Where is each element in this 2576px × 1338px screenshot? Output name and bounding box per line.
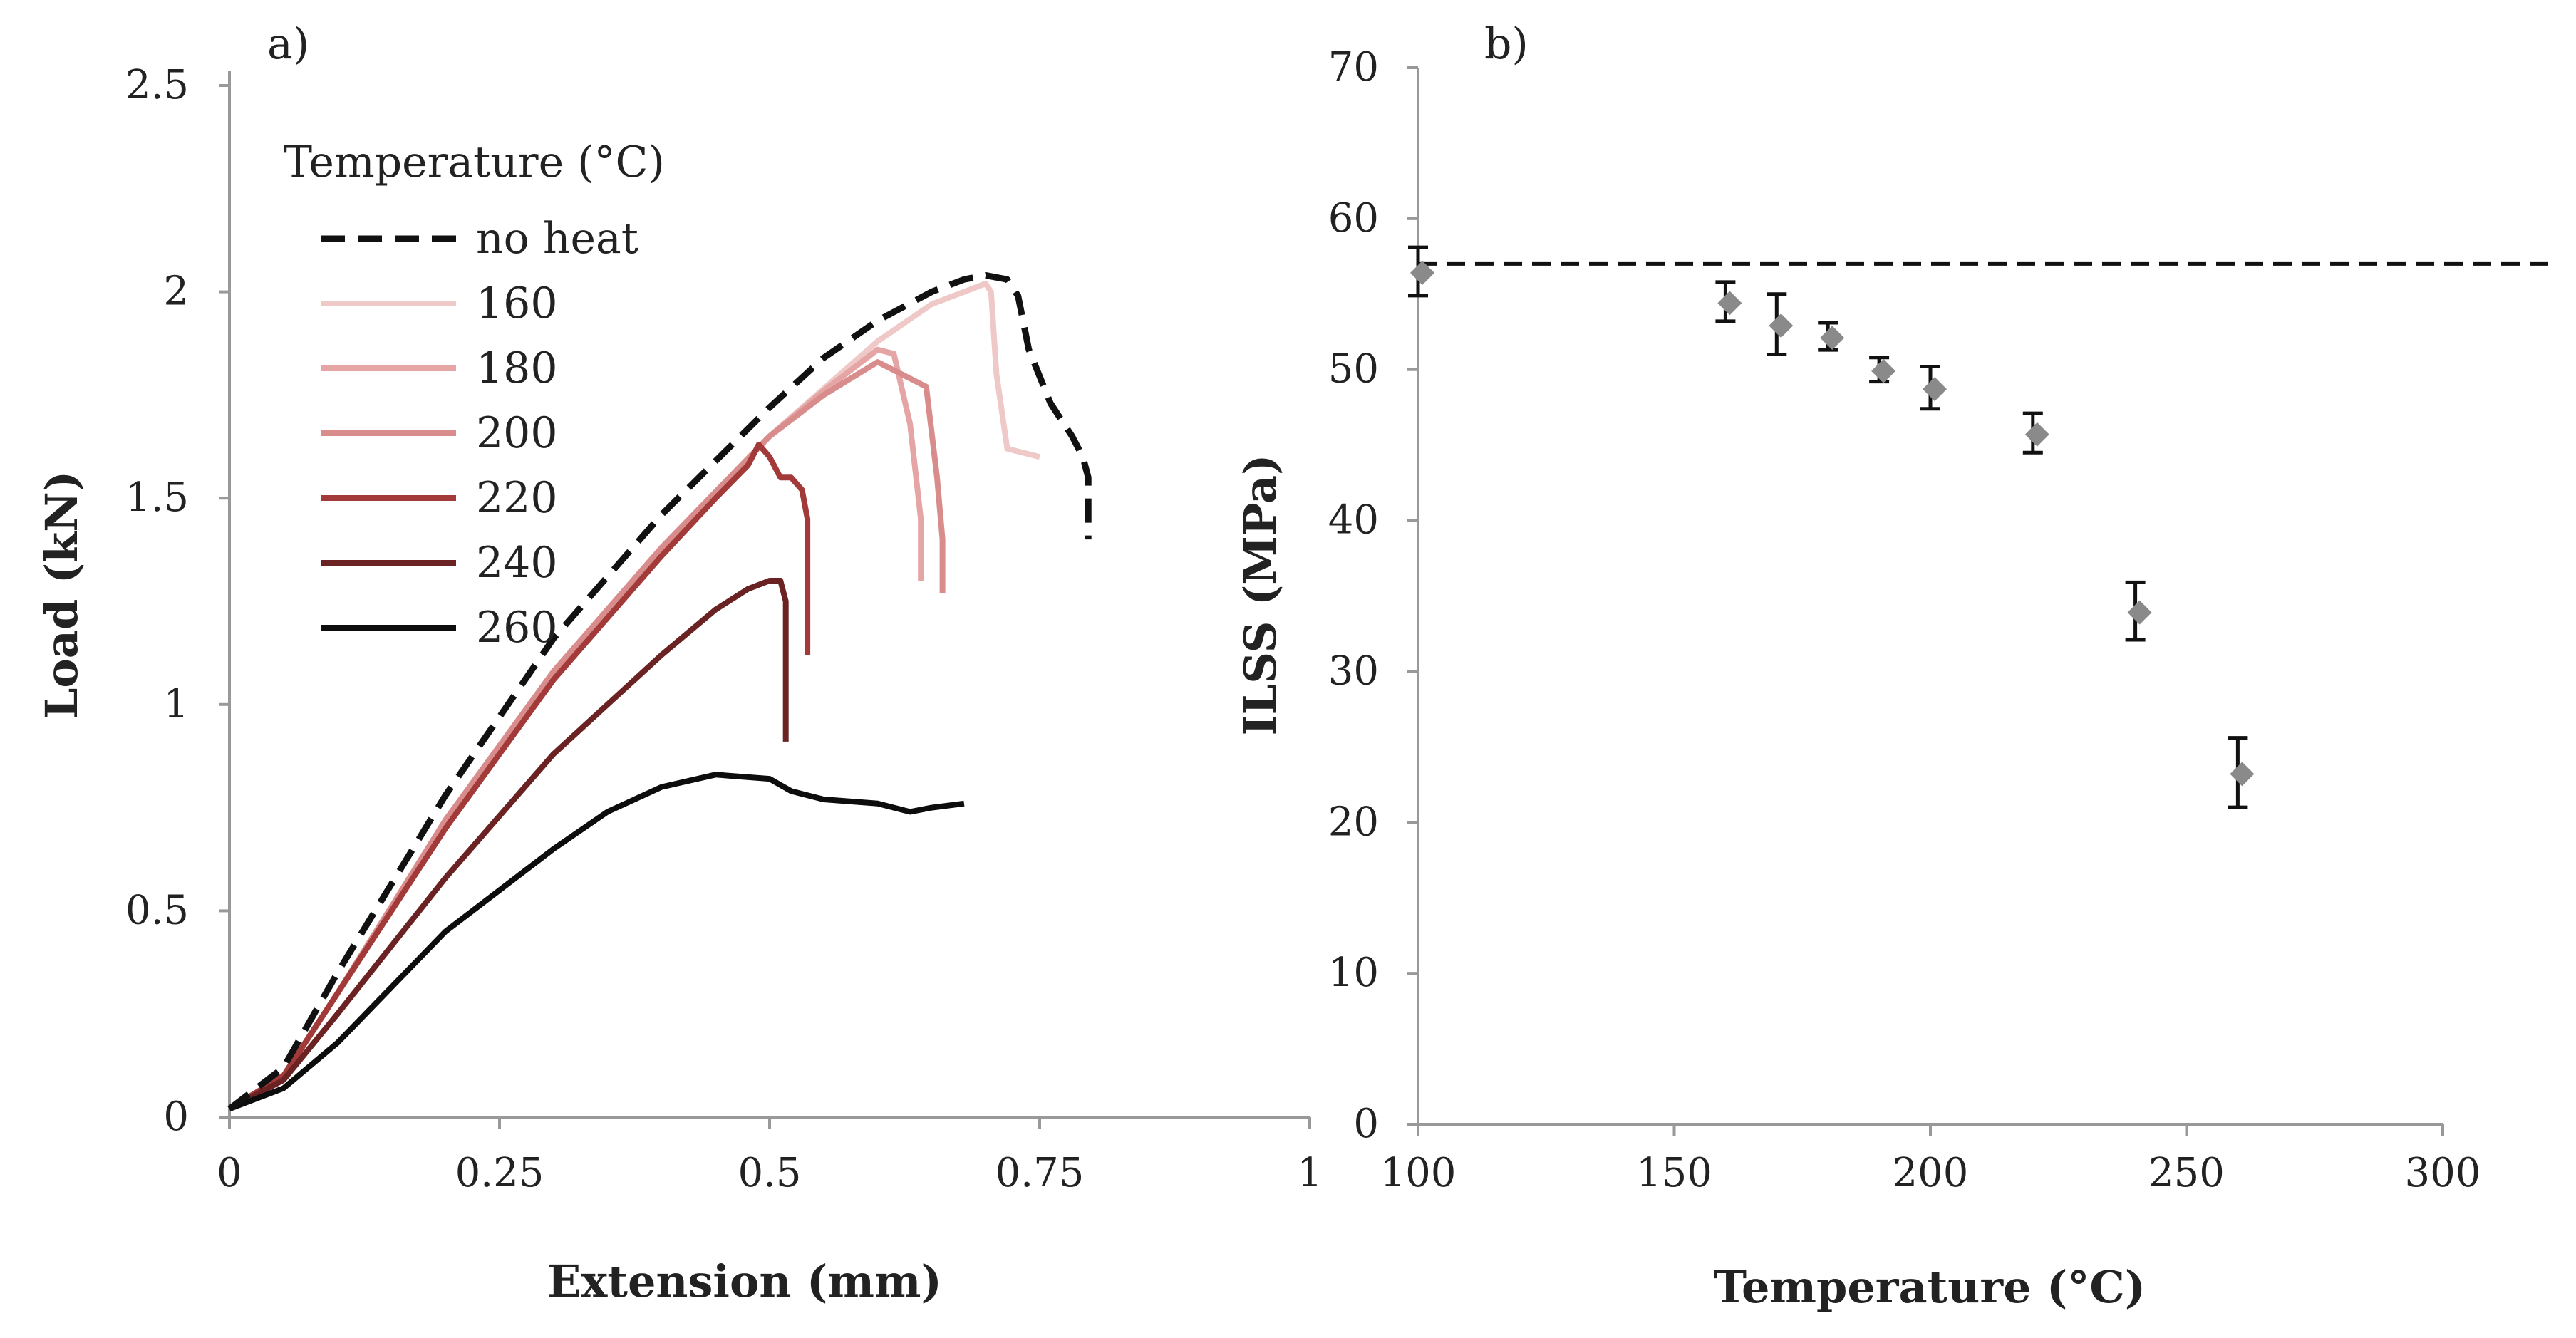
series-line-220 <box>227 441 811 1111</box>
panel-a-legend: Temperature (°C) no heat 160 180 200 220 240 2… <box>284 138 665 653</box>
a-xtick-label: 0.75 <box>995 1150 1085 1196</box>
diamond-marker <box>1923 377 1947 402</box>
data-point <box>2125 580 2152 642</box>
b-xtick-label: 200 <box>1893 1150 1969 1196</box>
diamond-marker <box>1410 261 1434 286</box>
legend-label-160: 160 <box>476 279 558 328</box>
a-xtick-label: 0.25 <box>455 1150 544 1196</box>
legend-label-no-heat: no heat <box>476 214 638 264</box>
diamond-marker <box>1717 291 1742 316</box>
legend-label-260: 260 <box>476 603 558 653</box>
diamond-marker <box>1871 358 1896 383</box>
data-point <box>1869 356 1896 384</box>
b-xtick-label: 150 <box>1636 1150 1712 1196</box>
b-xtick-label: 250 <box>2148 1150 2225 1196</box>
b-ytick-label: 70 <box>1328 44 1379 90</box>
data-point <box>1818 321 1845 352</box>
data-point <box>2228 736 2255 809</box>
panel-b-x-ticks: 100 150 200 250 300 <box>1380 1124 2481 1196</box>
series-line-no-heat <box>227 271 1092 1111</box>
panel-b-label: b) <box>1484 19 1528 69</box>
panel-b-x-axis-title: Temperature (°C) <box>1714 1261 2146 1313</box>
panel-a-x-ticks: 0 0.25 0.5 0.75 1 <box>217 1117 1323 1196</box>
panel-a-line-chart: a) 00.511.522.5 0 0.25 0.5 0.75 1 Load (kN) … <box>36 19 1323 1307</box>
b-xtick-label: 300 <box>2405 1150 2481 1196</box>
series-line-260 <box>228 772 965 1112</box>
b-ytick-label: 10 <box>1328 950 1379 996</box>
data-point <box>2022 411 2049 455</box>
panel-a-series <box>227 271 1092 1112</box>
data-point <box>1715 280 1742 323</box>
data-point <box>1408 245 1434 298</box>
a-ytick-label: 0.5 <box>125 887 189 933</box>
b-ytick-label: 20 <box>1328 799 1379 845</box>
panel-a-x-axis-title: Extension (mm) <box>547 1255 942 1307</box>
a-xtick-label: 1 <box>1297 1150 1323 1196</box>
b-ytick-label: 40 <box>1328 497 1379 544</box>
legend-label-240: 240 <box>476 538 558 588</box>
a-ytick-label: 2.5 <box>125 62 189 108</box>
diamond-marker <box>2230 762 2255 787</box>
b-ytick-label: 60 <box>1328 195 1379 242</box>
series-line-160 <box>227 281 1040 1111</box>
a-ytick-label: 1.5 <box>125 474 189 521</box>
a-ytick-label: 0 <box>163 1094 189 1140</box>
diamond-marker <box>2127 600 2152 625</box>
a-ytick-label: 2 <box>163 269 189 315</box>
legend-label-220: 220 <box>476 473 558 523</box>
panel-a-y-axis-title: Load (kN) <box>36 471 88 719</box>
data-point <box>1767 292 1794 357</box>
b-ytick-label: 50 <box>1328 346 1379 393</box>
diamond-marker <box>1820 326 1845 351</box>
legend-label-180: 180 <box>476 343 558 393</box>
b-ytick-label: 30 <box>1328 648 1379 694</box>
a-xtick-label: 0.5 <box>738 1150 801 1196</box>
data-point <box>1920 364 1947 411</box>
panel-b-points <box>1408 245 2255 809</box>
b-xtick-label: 100 <box>1380 1150 1457 1196</box>
a-xtick-label: 0 <box>217 1150 242 1196</box>
a-ytick-label: 1 <box>163 681 189 727</box>
panel-b-scatter-chart: b) 0 10 20 30 40 50 60 70 100 150 200 250 300 ILSS … <box>1234 19 2558 1313</box>
legend-title: Temperature (°C) <box>284 138 665 187</box>
b-ytick-label: 0 <box>1353 1101 1379 1147</box>
diamond-marker <box>1769 313 1794 338</box>
series-line-240 <box>228 578 789 1111</box>
panel-b-y-axis-title: ILSS (MPa) <box>1234 455 1286 736</box>
legend-label-200: 200 <box>476 408 558 458</box>
diamond-marker <box>2024 422 2049 447</box>
panel-a-y-ticks: 0 0.5 1 1.5 2 2.5 <box>125 62 229 1140</box>
panel-a-label: a) <box>267 19 309 69</box>
panel-b-y-ticks: 0 10 20 30 40 50 60 70 <box>1328 44 1418 1147</box>
